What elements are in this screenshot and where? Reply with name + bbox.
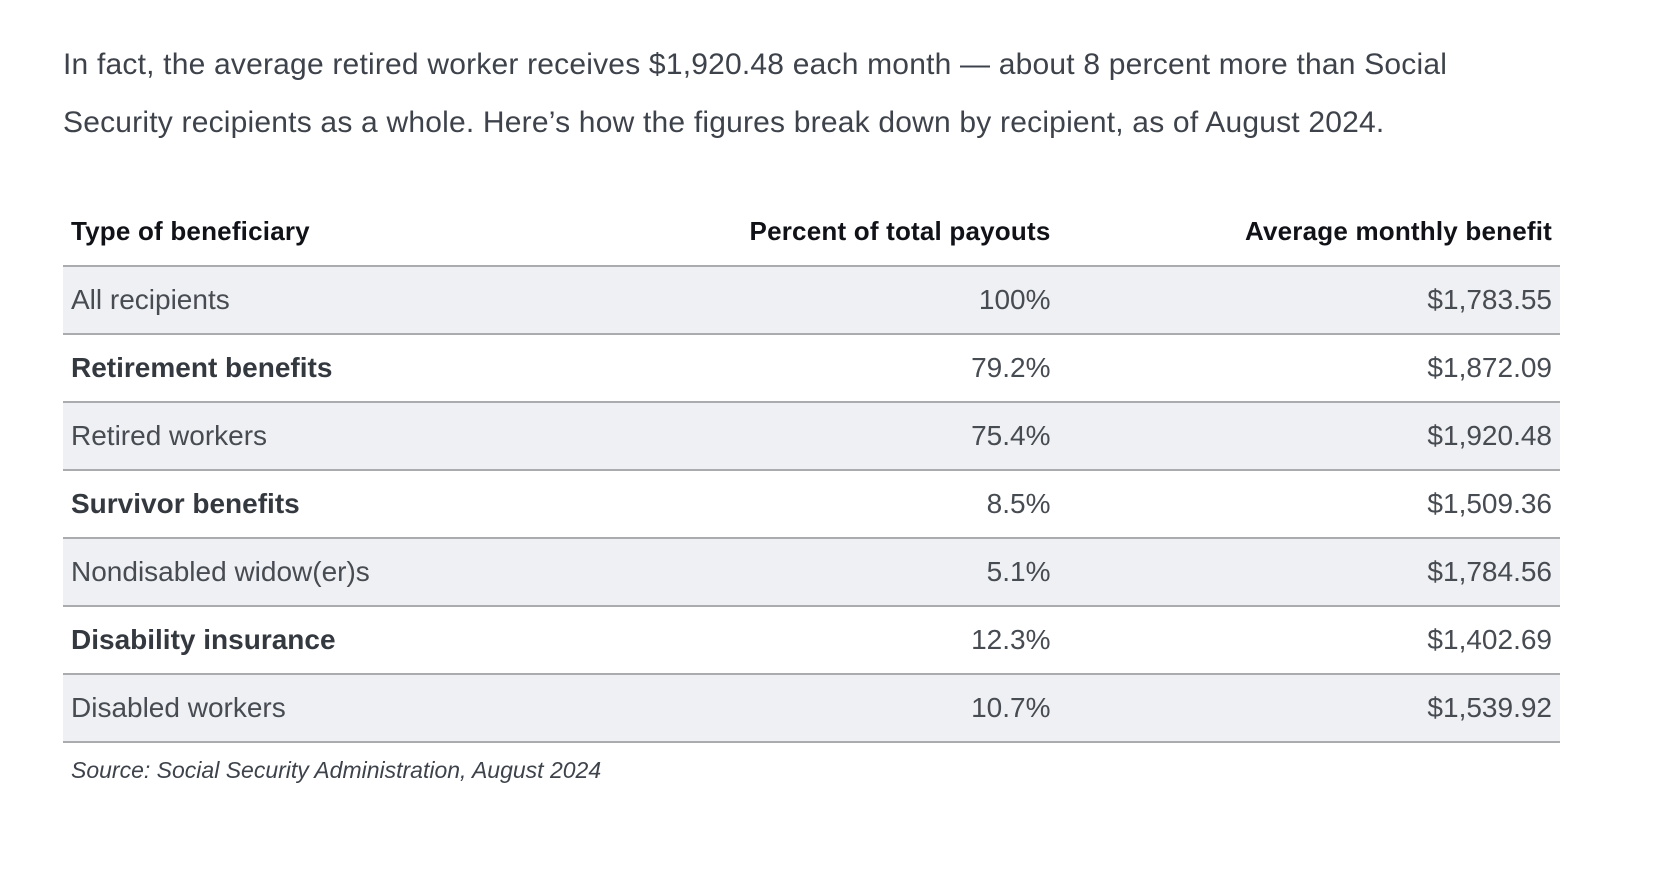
cell-beneficiary-type: Disabled workers <box>63 673 662 743</box>
cell-average-benefit: $1,872.09 <box>1058 333 1560 402</box>
cell-percent-of-payouts: 100% <box>661 265 1059 334</box>
benefits-table: Type of beneficiary Percent of total pay… <box>63 216 1560 743</box>
cell-beneficiary-type: All recipients <box>63 265 662 334</box>
cell-beneficiary-type: Retirement benefits <box>63 333 662 402</box>
cell-percent-of-payouts: 8.5% <box>661 469 1059 538</box>
cell-average-benefit: $1,784.56 <box>1058 537 1560 606</box>
column-header-percent: Percent of total payouts <box>749 216 1051 246</box>
cell-average-benefit: $1,402.69 <box>1058 605 1560 674</box>
cell-beneficiary-type: Retired workers <box>63 401 662 470</box>
cell-percent-of-payouts: 79.2% <box>661 333 1059 402</box>
source-note: Source: Social Security Administration, … <box>71 757 602 783</box>
table-row: Retired workers 75.4% $1,920.48 <box>63 401 1560 470</box>
table-row: Survivor benefits 8.5% $1,509.36 <box>63 469 1560 538</box>
cell-beneficiary-type: Survivor benefits <box>63 469 662 538</box>
cell-percent-of-payouts: 12.3% <box>661 605 1059 674</box>
intro-paragraph: In fact, the average retired worker rece… <box>63 48 1448 139</box>
column-header-type: Type of beneficiary <box>71 216 310 246</box>
table-body: All recipients 100% $1,783.55 Retirement be… <box>63 265 1560 743</box>
cell-percent-of-payouts: 10.7% <box>661 673 1059 743</box>
cell-average-benefit: $1,783.55 <box>1058 265 1560 334</box>
cell-beneficiary-type: Disability insurance <box>63 605 662 674</box>
cell-beneficiary-type: Nondisabled widow(er)s <box>63 537 662 606</box>
cell-average-benefit: $1,920.48 <box>1058 401 1560 470</box>
cell-average-benefit: $1,509.36 <box>1058 469 1560 538</box>
cell-percent-of-payouts: 75.4% <box>661 401 1059 470</box>
table-row: Disabled workers 10.7% $1,539.92 <box>63 673 1560 743</box>
cell-percent-of-payouts: 5.1% <box>661 537 1059 606</box>
table-row: Retirement benefits 79.2% $1,872.09 <box>63 333 1560 402</box>
table-row: Disability insurance 12.3% $1,402.69 <box>63 605 1560 674</box>
table-row: Nondisabled widow(er)s 5.1% $1,784.56 <box>63 537 1560 606</box>
table-header-row: Type of beneficiary Percent of total pay… <box>63 216 1560 266</box>
column-header-amount: Average monthly benefit <box>1244 216 1552 246</box>
table-row: All recipients 100% $1,783.55 <box>63 265 1560 334</box>
cell-average-benefit: $1,539.92 <box>1058 673 1560 743</box>
